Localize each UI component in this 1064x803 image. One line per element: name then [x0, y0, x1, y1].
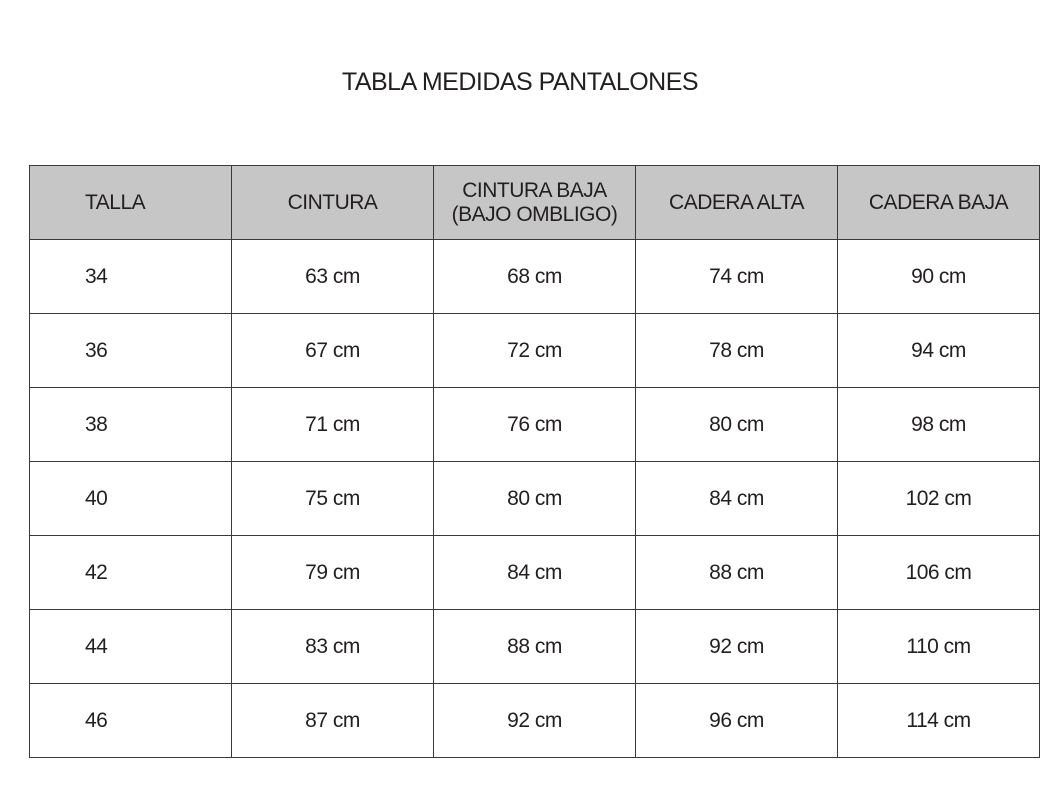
- cell-talla: 34: [29, 239, 232, 314]
- size-table: TALLA CINTURA CINTURA BAJA (BAJO OMBLIGO)…: [29, 165, 1040, 758]
- cell-cintura: 87 cm: [231, 683, 434, 758]
- cell-talla: 36: [29, 313, 232, 388]
- cell-cadera-baja: 98 cm: [837, 387, 1040, 462]
- cell-cintura-baja: 84 cm: [433, 535, 636, 610]
- cell-cintura: 71 cm: [231, 387, 434, 462]
- cell-cadera-alta: 80 cm: [635, 387, 838, 462]
- cell-cintura-baja: 72 cm: [433, 313, 636, 388]
- cell-cadera-baja: 102 cm: [837, 461, 1040, 536]
- table-row: 34 63 cm 68 cm 74 cm 90 cm: [29, 239, 1040, 314]
- cell-cadera-alta: 78 cm: [635, 313, 838, 388]
- cell-talla: 40: [29, 461, 232, 536]
- table-row: 44 83 cm 88 cm 92 cm 110 cm: [29, 609, 1040, 684]
- cell-talla: 46: [29, 683, 232, 758]
- cell-cintura-baja: 76 cm: [433, 387, 636, 462]
- cell-cadera-baja: 94 cm: [837, 313, 1040, 388]
- header-cintura-baja-line2: (BAJO OMBLIGO): [451, 202, 618, 226]
- cell-talla: 44: [29, 609, 232, 684]
- table-row: 46 87 cm 92 cm 96 cm 114 cm: [29, 683, 1040, 758]
- table-row: 36 67 cm 72 cm 78 cm 94 cm: [29, 313, 1040, 388]
- cell-cadera-alta: 88 cm: [635, 535, 838, 610]
- page-title: TABLA MEDIDAS PANTALONES: [341, 68, 699, 96]
- table-header-row: TALLA CINTURA CINTURA BAJA (BAJO OMBLIGO)…: [29, 165, 1040, 240]
- cell-cadera-alta: 92 cm: [635, 609, 838, 684]
- header-talla: TALLA: [29, 165, 232, 240]
- cell-cintura-baja: 88 cm: [433, 609, 636, 684]
- cell-cadera-baja: 106 cm: [837, 535, 1040, 610]
- header-cintura-baja-line1: CINTURA BAJA: [462, 178, 607, 202]
- cell-cintura: 79 cm: [231, 535, 434, 610]
- table-row: 38 71 cm 76 cm 80 cm 98 cm: [29, 387, 1040, 462]
- cell-cintura-baja: 68 cm: [433, 239, 636, 314]
- table-row: 42 79 cm 84 cm 88 cm 106 cm: [29, 535, 1040, 610]
- cell-cadera-baja: 110 cm: [837, 609, 1040, 684]
- cell-cintura-baja: 80 cm: [433, 461, 636, 536]
- cell-cintura: 83 cm: [231, 609, 434, 684]
- cell-cadera-baja: 114 cm: [837, 683, 1040, 758]
- header-cintura: CINTURA: [231, 165, 434, 240]
- cell-cintura-baja: 92 cm: [433, 683, 636, 758]
- cell-cadera-baja: 90 cm: [837, 239, 1040, 314]
- table-row: 40 75 cm 80 cm 84 cm 102 cm: [29, 461, 1040, 536]
- cell-cintura: 75 cm: [231, 461, 434, 536]
- header-cadera-alta: CADERA ALTA: [635, 165, 838, 240]
- cell-cintura: 67 cm: [231, 313, 434, 388]
- cell-cadera-alta: 84 cm: [635, 461, 838, 536]
- cell-talla: 38: [29, 387, 232, 462]
- header-cintura-baja: CINTURA BAJA (BAJO OMBLIGO): [433, 165, 636, 240]
- cell-cadera-alta: 96 cm: [635, 683, 838, 758]
- cell-talla: 42: [29, 535, 232, 610]
- cell-cadera-alta: 74 cm: [635, 239, 838, 314]
- cell-cintura: 63 cm: [231, 239, 434, 314]
- header-cadera-baja: CADERA BAJA: [837, 165, 1040, 240]
